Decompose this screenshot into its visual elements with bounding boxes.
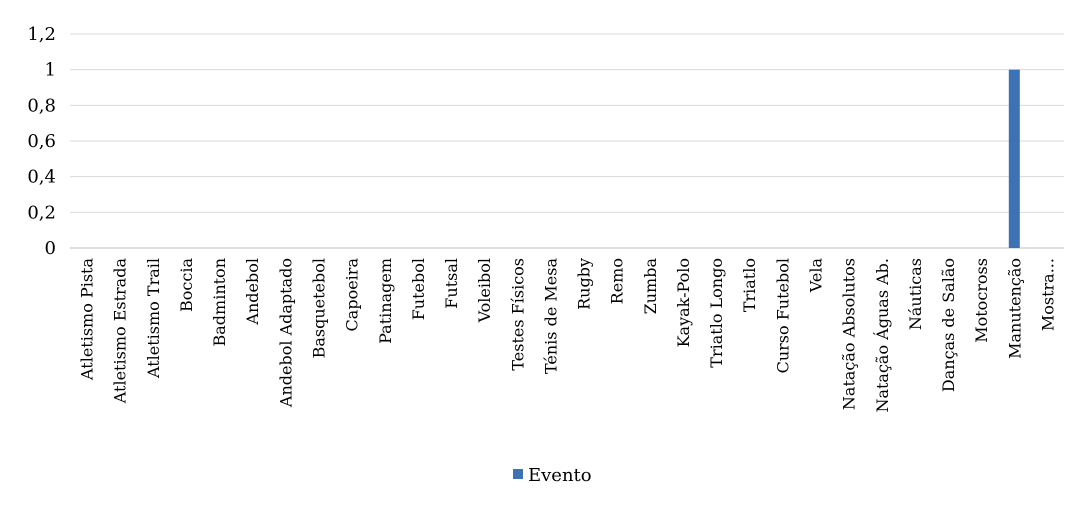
x-tick-label: Basquetebol: [310, 258, 329, 358]
x-tick-label: Atletismo Trail: [144, 258, 163, 379]
x-tick-label: Futsal: [442, 258, 461, 309]
x-tick-label: Boccia: [177, 258, 196, 312]
x-tick-label: Náuticas: [906, 258, 925, 330]
legend: Evento: [513, 465, 592, 486]
x-tick-label: Atletismo Estrada: [111, 258, 130, 405]
x-tick-label: Mostra...: [1038, 258, 1057, 331]
x-tick-label: Andebol: [243, 258, 262, 326]
x-tick-label: Motocross: [972, 258, 991, 343]
y-tick-label: 0,6: [27, 131, 56, 152]
x-tick-label: Danças de Salão: [939, 258, 958, 392]
y-tick-label: 1,2: [27, 24, 56, 45]
x-tick-label: Zumba: [641, 258, 660, 315]
y-tick-label: 0,8: [27, 95, 56, 116]
gridlines: [70, 33, 1064, 249]
bar-28: [1008, 69, 1020, 249]
x-tick-label: Atletismo Pista: [78, 258, 97, 381]
x-tick-label: Vela: [807, 258, 826, 294]
legend-swatch-evento: [513, 469, 523, 479]
bars: [1008, 69, 1020, 249]
legend-label-evento: Evento: [528, 465, 592, 486]
y-axis-ticks: 0 0,2 0,4 0,6 0,8 1 1,2: [27, 24, 56, 259]
x-tick-label: Patinagem: [376, 258, 395, 344]
y-tick-label: 0,2: [27, 202, 56, 223]
x-tick-label: Capoeira: [343, 258, 362, 332]
x-tick-label: Natação Águas Ab.: [872, 258, 892, 413]
x-tick-label: Manutenção: [1005, 258, 1024, 359]
x-tick-label: Andebol Adaptado: [276, 258, 295, 408]
x-tick-label: Triatlo: [740, 258, 759, 312]
x-tick-label: Voleibol: [475, 258, 494, 323]
x-tick-label: Ténis de Mesa: [541, 258, 560, 374]
x-tick-label: Kayak-Polo: [674, 258, 693, 347]
x-tick-label: Curso Futebol: [773, 258, 792, 373]
x-tick-label: Futebol: [409, 258, 428, 320]
x-tick-label: Natação Absolutos: [840, 258, 859, 410]
x-tick-label: Rugby: [575, 258, 594, 310]
x-tick-label: Triatlo Longo: [707, 258, 726, 368]
x-tick-label: Remo: [608, 258, 627, 304]
x-axis-ticks: Atletismo Pista Atletismo Estrada Atletism…: [78, 258, 1058, 413]
y-tick-label: 0,4: [27, 167, 56, 188]
x-tick-label: Testes Físicos: [508, 258, 527, 371]
x-tick-label: Badminton: [210, 258, 229, 347]
y-tick-label: 1: [45, 60, 56, 81]
y-tick-label: 0: [45, 238, 56, 259]
